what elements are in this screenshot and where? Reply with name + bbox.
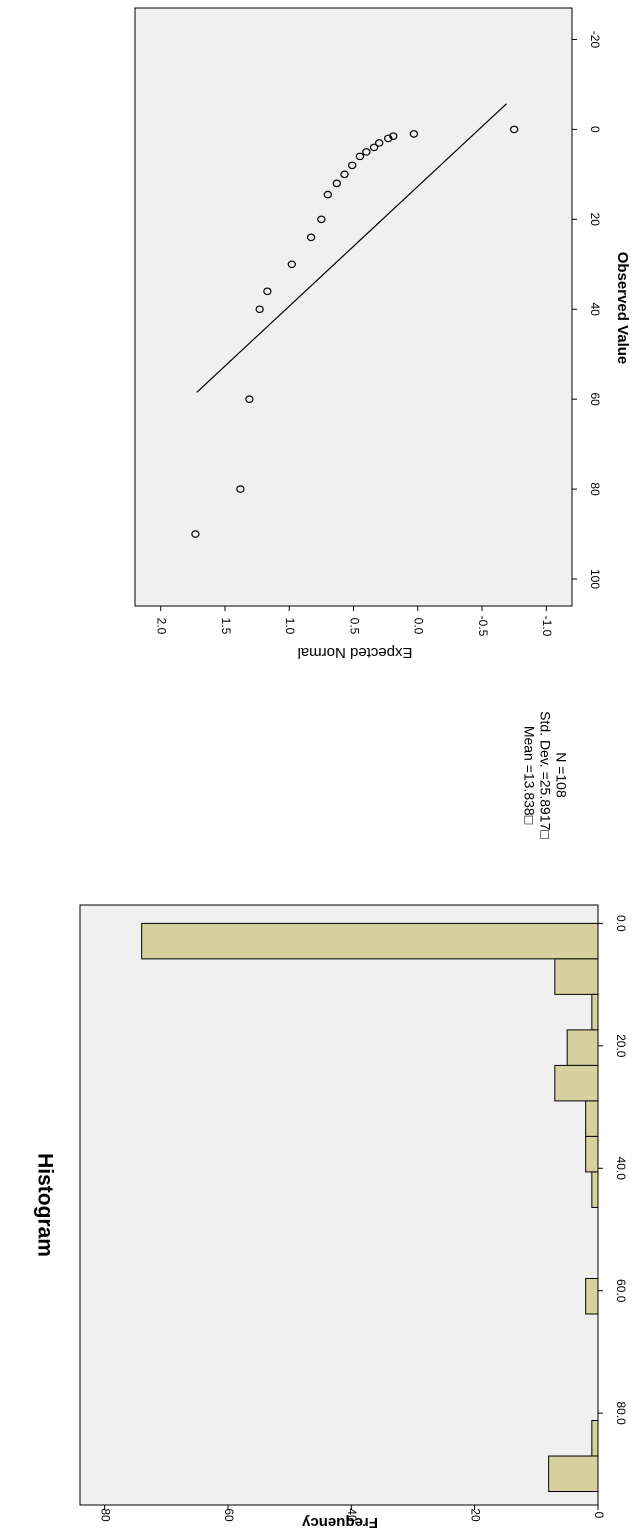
histogram-bar [566, 1029, 599, 1066]
histogram-frequency-tick-label: 60 [222, 1508, 236, 1522]
qq-observed-tick-label: 0 [588, 126, 602, 133]
qq-point [389, 132, 398, 140]
qq-expected-tick-label: 0.0 [412, 618, 426, 635]
qq-point [287, 260, 297, 269]
stats-n: N =108 [553, 752, 569, 798]
histogram-value-tick-label: 60.0 [614, 1279, 628, 1303]
qq-observed-tick-label: 40 [588, 303, 602, 317]
qq-point [509, 125, 519, 134]
qq-ylabel: Expected Normal [297, 644, 412, 661]
histogram-value-tick-label: 20.0 [614, 1034, 628, 1058]
histogram-ylabel: Frequency [301, 1514, 378, 1531]
qq-plot-area [134, 7, 573, 607]
qq-reference-line [196, 103, 507, 393]
histogram-bar [554, 1064, 599, 1102]
histogram-bar [585, 1277, 599, 1315]
qq-point [245, 395, 254, 403]
qq-observed-tick-label: -20 [588, 31, 602, 49]
qq-point [375, 139, 384, 147]
histogram-stats-legend: Mean =13.838□ Std. Dev. =25.8917□ N =108 [521, 711, 569, 839]
histogram-value-tick-label: 40.0 [614, 1157, 628, 1181]
normal-qq-plot: -20 0 20 40 60 80 100 -1.0 -0.5 0.0 0.5 1.0 1.5 2.0 Ob… [134, 7, 631, 661]
histogram-bar [548, 1455, 599, 1493]
qq-point [323, 190, 332, 199]
qq-point [332, 179, 341, 188]
qq-point [236, 485, 245, 493]
histogram-title: Histogram [33, 1153, 56, 1257]
qq-expected-tick-label: 1.0 [283, 618, 297, 635]
qq-expected-tick-label: 0.5 [347, 618, 361, 635]
qq-observed-tick-label: 100 [588, 569, 602, 589]
qq-point [362, 148, 371, 156]
qq-point [409, 130, 419, 138]
qq-expected-tick-label: -0.5 [476, 616, 490, 637]
qq-point [355, 152, 365, 161]
qq-observed-tick-label: 20 [588, 213, 602, 227]
qq-point [306, 233, 316, 242]
qq-point [191, 530, 200, 538]
stats-std-dev: Std. Dev. =25.8917□ [537, 711, 553, 839]
qq-expected-tick-label: 1.5 [219, 618, 233, 635]
qq-point [384, 134, 393, 143]
histogram-value-tick-label: 0.0 [614, 915, 628, 932]
stats-mean: Mean =13.838□ [521, 726, 537, 825]
histogram-bar [141, 922, 599, 960]
qq-point [348, 161, 357, 170]
qq-point [263, 287, 272, 296]
histogram-bar [585, 1100, 599, 1137]
qq-observed-tick-label: 80 [588, 482, 602, 496]
histogram-plot-area [79, 904, 599, 1506]
histogram-bar [585, 1135, 599, 1173]
qq-expected-tick-label: 2.0 [155, 618, 169, 635]
qq-point [340, 170, 349, 179]
histogram-frequency-tick-label: 40 [345, 1508, 359, 1522]
qq-expected-tick-label: -1.0 [540, 616, 554, 637]
histogram-bar [591, 1420, 599, 1457]
qq-observed-tick-label: 60 [588, 392, 602, 406]
histogram-chart: 0 20 40 60 80 0.0 20.0 40.0 60.0 80.0 Histogram Fre… [33, 711, 627, 1531]
histogram-bar [554, 958, 599, 995]
qq-point [317, 215, 326, 224]
histogram-frequency-tick-label: 0 [592, 1512, 606, 1519]
histogram-frequency-tick-label: 20 [468, 1508, 482, 1522]
histogram-value-tick-label: 80.0 [614, 1401, 628, 1425]
histogram-bar [591, 1171, 599, 1208]
histogram-frequency-tick-label: 80 [98, 1508, 112, 1522]
qq-point [255, 305, 264, 314]
qq-xlabel: Observed Value [614, 252, 631, 365]
histogram-bar [591, 993, 599, 1031]
qq-point [369, 143, 379, 152]
